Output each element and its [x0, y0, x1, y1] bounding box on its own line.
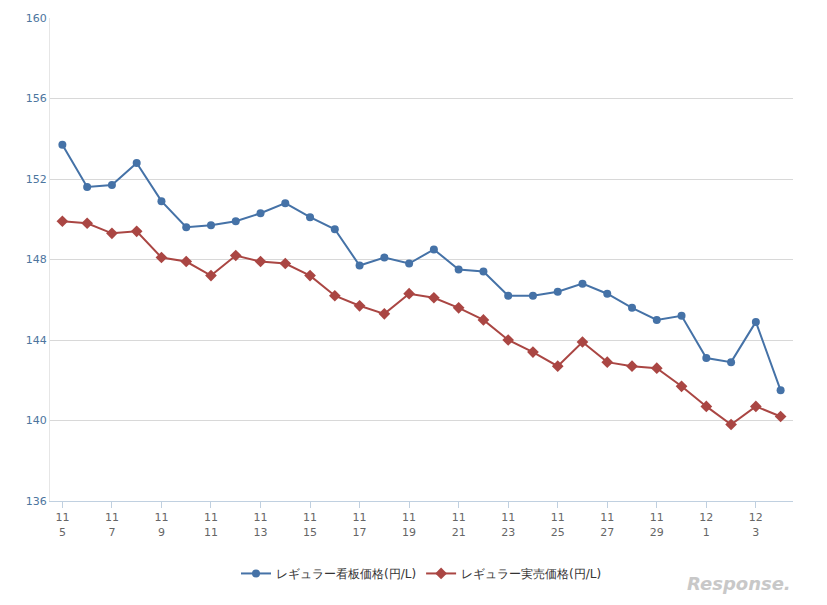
- svg-text:1121: 1121: [452, 511, 466, 538]
- svg-text:136: 136: [26, 495, 47, 508]
- svg-text:152: 152: [26, 173, 47, 186]
- svg-text:123: 123: [749, 511, 763, 538]
- svg-text:117: 117: [105, 511, 119, 538]
- svg-text:148: 148: [26, 253, 47, 266]
- svg-text:119: 119: [154, 511, 168, 538]
- svg-text:レギュラー実売価格(円/L): レギュラー実売価格(円/L): [461, 567, 601, 581]
- svg-text:1111: 1111: [204, 511, 218, 538]
- svg-text:Response.: Response.: [687, 573, 791, 594]
- svg-text:140: 140: [26, 414, 47, 427]
- svg-text:121: 121: [699, 511, 713, 538]
- svg-text:115: 115: [55, 511, 69, 538]
- svg-text:1127: 1127: [600, 511, 614, 538]
- svg-text:160: 160: [26, 12, 47, 25]
- svg-text:1115: 1115: [303, 511, 317, 538]
- svg-text:1125: 1125: [551, 511, 565, 538]
- svg-text:レギュラー看板価格(円/L): レギュラー看板価格(円/L): [276, 567, 416, 581]
- svg-text:1117: 1117: [353, 511, 367, 538]
- svg-text:1123: 1123: [501, 511, 515, 538]
- svg-text:1119: 1119: [402, 511, 416, 538]
- svg-text:1113: 1113: [254, 511, 268, 538]
- svg-text:1129: 1129: [650, 511, 664, 538]
- svg-text:144: 144: [26, 334, 47, 347]
- svg-text:156: 156: [26, 92, 47, 105]
